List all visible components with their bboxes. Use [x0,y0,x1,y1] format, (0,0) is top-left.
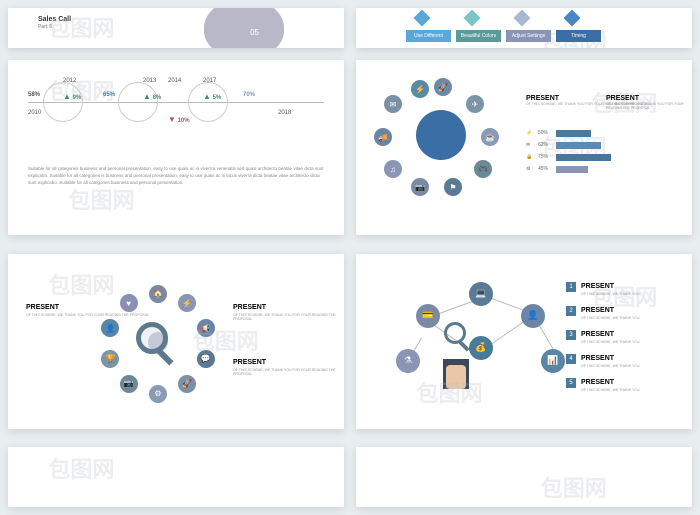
ring-icon: ⚙ [149,385,167,403]
slide-tree-magnifier: 💻💳👤⚗📊💰 包图网 包图网 1PRESENTOF THIS SCHEME, W… [356,254,692,429]
percent-label: ▲ 5% [203,92,221,101]
ring-icon: 🏠 [149,285,167,303]
option-item: 4PRESENTOF THIS SCHEME, WE THANK YOU [566,354,640,368]
satellite-icon: 🚚 [374,128,392,146]
category-tag: Timing [556,30,601,42]
bar-icon: ⚡ [526,130,532,136]
present-block: PRESENTOF THIS SCHEME, WE THANK YOU FOR … [233,359,344,376]
satellite-icon: 🚀 [434,78,452,96]
hub-circle [416,110,466,160]
ring-icon: 💬 [197,350,215,368]
present-block: PRESENTOF THIS SCHEME, WE THANK YOU FOR … [26,304,149,317]
year-label: 2018 [278,110,291,116]
data-bar [556,130,591,137]
slide-timeline: Suitable for all categories business and… [8,60,344,235]
category-tag: Beautiful Colors [456,30,501,42]
diamond-shape [564,10,581,27]
magnifier-icon [136,322,180,366]
percent-label: ▲ 9% [63,92,81,101]
diamond-shape [414,10,431,27]
sales-call-title: Sales Call Part 5 [38,16,71,30]
percent-label: 65% [103,92,115,98]
tree-node: 💳 [416,304,440,328]
percent-label: 58% [28,92,40,98]
percent-label: 70% [243,92,255,98]
bar-icon: ✉ [526,142,530,148]
option-item: 5PRESENTOF THIS SCHEME, WE THANK YOU [566,378,640,392]
diamond-shape [514,10,531,27]
timeline-circle [188,82,228,122]
timeline-circle [118,82,158,122]
percent-label: ▼ 10% [168,115,190,124]
data-bar [556,142,601,149]
bar-label: 75% [538,154,548,160]
head-silhouette [204,8,284,48]
bar-label: 62% [538,142,548,148]
timeline-body: Suitable for all categories business and… [28,165,324,187]
ring-icon: 📢 [197,319,215,337]
satellite-icon: ☕ [481,128,499,146]
slide-1-partial: Sales Call Part 5 05 包图网 [8,8,344,48]
satellite-icon: ✈ [466,95,484,113]
satellite-icon: 📷 [411,178,429,196]
data-bar [556,154,611,161]
year-label: 2012 [63,78,76,84]
year-label: 2017 [203,78,216,84]
satellite-icon: ⚡ [411,80,429,98]
tree-node: 💻 [469,282,493,306]
tree-node: ⚗ [396,349,420,373]
percent-label: ▲ 8% [143,92,161,101]
data-bar [556,166,588,173]
slide-magnifier-ring: 🏠⚡📢💬🚀⚙📷🏆👤♥ 包图网 包图网 PRESENTOF THIS SCHEME… [8,254,344,429]
tree-node: 👤 [521,304,545,328]
ring-icon: 🚀 [178,375,196,393]
bar-label: 50% [538,130,548,136]
option-item: 1PRESENTOF THIS SCHEME, WE THANK YOU [566,282,640,296]
ring-icon: 🏆 [101,350,119,368]
slide-2-partial: 包图网 Use Different PhotosBeautiful Colors… [356,8,692,48]
satellite-icon: ⚑ [444,178,462,196]
bar-icon: ⚙ [526,166,530,172]
tree-node: 📊 [541,349,565,373]
bar-icon: 🔒 [526,154,532,160]
ring-icon: 📷 [120,375,138,393]
hand-icon [441,359,471,409]
satellite-icon: ♫ [384,160,402,178]
satellite-icon: ✉ [384,95,402,113]
slide-hub: 包图网 包图网 🚀✈☕🎮⚑📷♫🚚✉⚡PRESENTOF THIS SCHEME,… [356,60,692,235]
number-05: 05 [250,28,259,37]
present-heading: PRESENTOF THIS SCHEME, WE THANK YOU FOR … [606,95,692,110]
ring-icon: 👤 [101,319,119,337]
slide-8-partial: 包图网 [356,447,692,507]
magnifier-icon [444,322,474,352]
present-block: PRESENTOF THIS SCHEME, WE THANK YOU FOR … [233,304,344,321]
option-item: 3PRESENTOF THIS SCHEME, WE THANK YOU [566,330,640,344]
category-tag: Adjust Settings [506,30,551,42]
satellite-icon: 🎮 [474,160,492,178]
year-label: 2013 [143,78,156,84]
timeline-circle [43,82,83,122]
ring-icon: ⚡ [178,294,196,312]
category-tag: Use Different Photos [406,30,451,42]
year-label: 2014 [168,78,181,84]
diamond-shape [464,10,481,27]
option-item: 2PRESENTOF THIS SCHEME, WE THANK YOU [566,306,640,320]
year-label: 2010 [28,110,41,116]
bar-label: 45% [538,166,548,172]
slide-7-partial: 包图网 [8,447,344,507]
